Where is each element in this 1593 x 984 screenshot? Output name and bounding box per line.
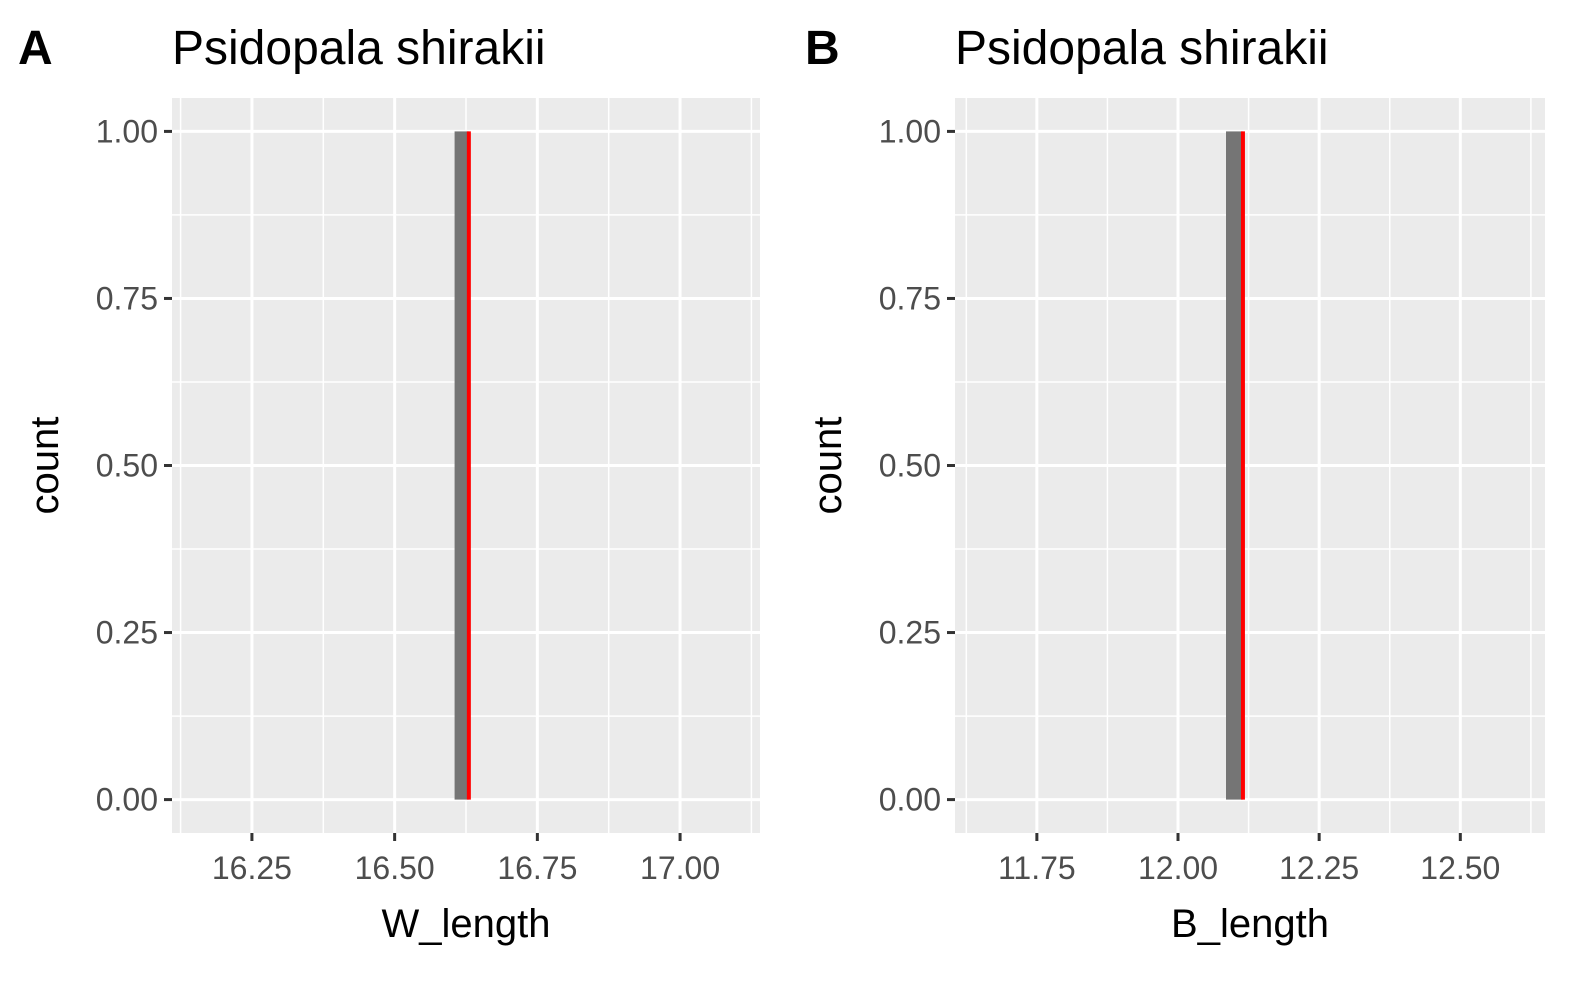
plot-title: Psidopala shirakii <box>172 22 546 75</box>
x-axis-title: W_length <box>382 902 551 946</box>
plot-title: Psidopala shirakii <box>955 22 1329 75</box>
x-tick-label: 16.75 <box>497 850 577 886</box>
chart-panel-b: 0.00 0.25 0.50 0.75 1.00 11.75 12.00 12.25 12.50… <box>805 22 1545 946</box>
y-axis-title: count <box>23 417 67 515</box>
x-tick-label: 16.50 <box>355 850 435 886</box>
y-tick-label: 0.25 <box>96 615 158 651</box>
y-tick-label: 0.50 <box>879 448 941 484</box>
y-tick-label: 0.50 <box>96 448 158 484</box>
panel-tag: B <box>805 22 840 75</box>
y-tick-label: 0.00 <box>96 782 158 818</box>
x-tick-label: 17.00 <box>640 850 720 886</box>
x-tick-label: 12.25 <box>1279 850 1359 886</box>
x-tick-label: 16.25 <box>212 850 292 886</box>
y-axis-title: count <box>806 417 850 515</box>
x-tick-label: 12.50 <box>1420 850 1500 886</box>
y-tick-label: 0.00 <box>879 782 941 818</box>
histogram-bar <box>454 131 469 800</box>
panel-tag: A <box>18 22 53 75</box>
y-tick-label: 0.25 <box>879 615 941 651</box>
x-tick-label: 11.75 <box>998 850 1076 886</box>
x-axis-title: B_length <box>1171 902 1329 946</box>
y-tick-label: 0.75 <box>879 280 941 316</box>
y-tick-label: 0.75 <box>96 280 158 316</box>
y-tick-label: 1.00 <box>879 113 941 149</box>
y-tick-label: 1.00 <box>96 113 158 149</box>
histogram-bar <box>1226 131 1243 800</box>
x-tick-label: 12.00 <box>1138 850 1218 886</box>
chart-panel-a: 0.00 0.25 0.50 0.75 1.00 16.25 16.50 16.75 17.00… <box>18 22 760 946</box>
